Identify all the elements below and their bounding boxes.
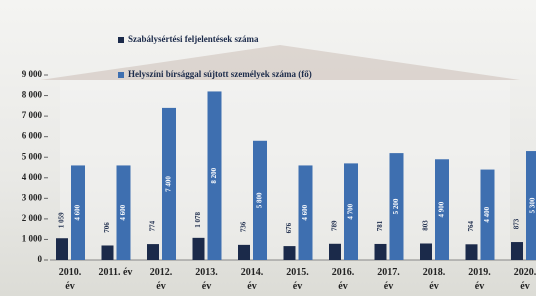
x-tick-label: 2017. év — [372, 266, 406, 294]
value-label: 803 — [422, 220, 430, 231]
value-label: 4 600 — [74, 204, 82, 220]
value-label: 1 059 — [58, 212, 66, 228]
y-tick-label: 3 000 — [22, 192, 43, 202]
value-label: 4 900 — [438, 201, 446, 217]
value-label: 4 700 — [347, 203, 355, 219]
y-tick-label: 4 000 — [22, 172, 43, 182]
x-tick-label: 2010. év — [53, 266, 87, 294]
bar — [511, 242, 523, 260]
value-label: 1 078 — [194, 211, 202, 227]
bar — [284, 246, 296, 260]
value-label: 5 300 — [529, 197, 536, 213]
y-tick-label: 2 000 — [22, 213, 43, 223]
bar — [102, 245, 114, 260]
bar — [238, 245, 250, 260]
x-tick-label: 2014. év — [235, 266, 269, 294]
bar — [329, 244, 341, 260]
y-tick-label: 9 000 — [22, 69, 43, 79]
chart-svg: 0 1 000 2 000 3 000 4 000 5 000 6 000 7 000 8 00… — [0, 0, 536, 296]
value-label: 873 — [513, 218, 521, 229]
bar — [466, 244, 478, 260]
value-label: 7 400 — [165, 176, 173, 192]
value-label: 5 200 — [392, 198, 400, 214]
y-tick-label: 6 000 — [22, 131, 43, 141]
value-label: 774 — [149, 220, 157, 231]
value-label: 4 600 — [301, 204, 309, 220]
value-label: 4 400 — [483, 206, 491, 222]
legend-label: Helyszíni bírsággal sújtott személyek sz… — [128, 69, 312, 79]
legend-label: Szabálysértési feljelentések száma — [128, 34, 259, 44]
bar — [56, 238, 68, 260]
y-tick-label: 7 000 — [22, 110, 43, 120]
value-label: 736 — [240, 221, 248, 232]
value-label: 764 — [467, 221, 475, 232]
value-label: 8 200 — [210, 167, 218, 183]
value-label: 781 — [376, 220, 384, 231]
bar — [193, 238, 205, 260]
legend-marker — [118, 37, 124, 43]
x-tick-label: 2018. év — [417, 266, 451, 294]
y-tick-label: 0 — [38, 254, 43, 264]
x-tick-label: 2012. év — [144, 266, 178, 294]
value-label: 5 800 — [256, 192, 264, 208]
x-tick-label: 2020. év — [508, 266, 536, 294]
x-tick-label: 2011. év — [99, 266, 133, 280]
x-tick-label: 2013. év — [190, 266, 224, 294]
bar — [375, 244, 387, 260]
x-tick-label: 2015. év — [281, 266, 315, 294]
x-tick-label: 2016. év — [326, 266, 360, 294]
x-tick-label: 2019. év — [463, 266, 497, 294]
value-label: 4 600 — [119, 204, 127, 220]
y-tick-label: 8 000 — [22, 90, 43, 100]
bar — [147, 244, 159, 260]
value-label: 706 — [103, 222, 111, 233]
chart: 0 1 000 2 000 3 000 4 000 5 000 6 000 7 000 8 00… — [0, 0, 536, 296]
y-tick-label: 1 000 — [22, 234, 43, 244]
value-label: 676 — [285, 222, 293, 233]
legend-marker — [118, 72, 124, 78]
bar — [420, 243, 432, 260]
value-label: 789 — [331, 220, 339, 231]
y-tick-label: 5 000 — [22, 151, 43, 161]
